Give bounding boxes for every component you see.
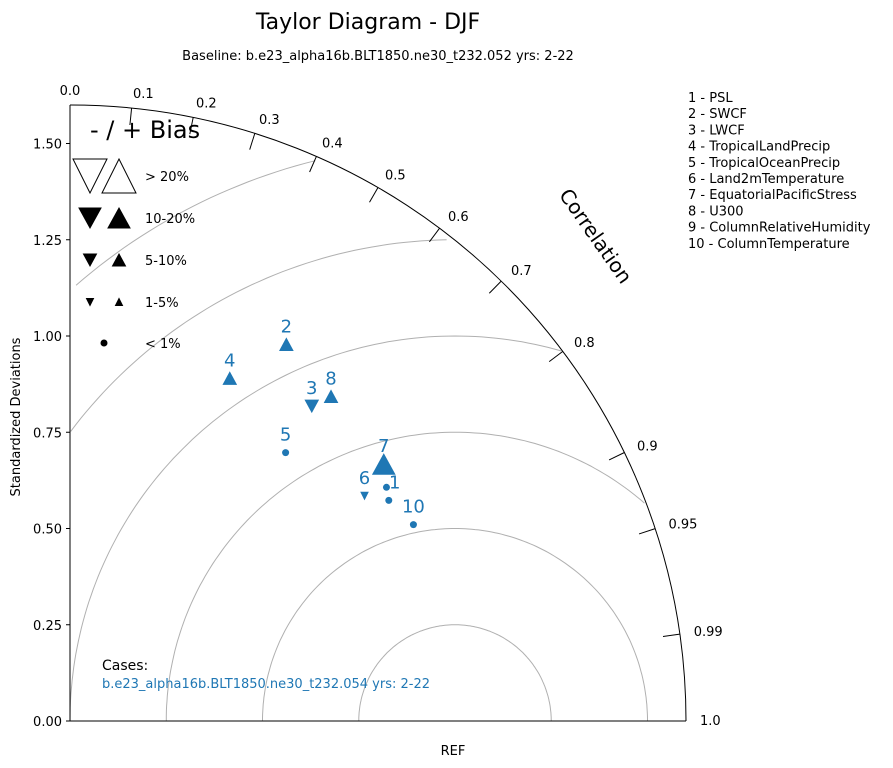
std-tick-label: 0.25	[33, 619, 62, 634]
variable-legend-item: 3 - LWCF	[688, 123, 745, 138]
legend-bias-label: 5-10%	[145, 254, 187, 269]
std-tick-label: 1.50	[33, 138, 62, 153]
corr-tick	[488, 280, 502, 294]
legend-down-triangle-icon	[78, 207, 102, 230]
corr-tick-label: 0.5	[385, 168, 406, 183]
outer-arc	[69, 104, 687, 722]
corr-tick-label: 0.7	[511, 264, 532, 279]
corr-tick-label: 0.9	[637, 439, 658, 454]
y-axis-label: Standardized Deviations	[9, 337, 24, 496]
variable-legend-item: 10 - ColumnTemperature	[688, 237, 850, 252]
corr-tick-label: 0.8	[574, 336, 595, 351]
rms-arc	[75, 160, 316, 286]
corr-tick	[608, 452, 625, 461]
point-5-marker	[282, 449, 290, 457]
variable-legend-item: 6 - Land2mTemperature	[688, 172, 844, 187]
point-2-label: 2	[281, 316, 292, 337]
point-6-label: 6	[359, 468, 370, 489]
std-tick-label: 1.00	[33, 330, 62, 345]
corr-tick-label: 0.3	[259, 113, 280, 128]
corr-tick	[548, 350, 564, 363]
rms-arc	[70, 239, 447, 432]
variable-legend-item: 1 - PSL	[688, 91, 733, 106]
point-4-label: 4	[224, 350, 235, 371]
corr-tick-label: 0.6	[448, 210, 469, 225]
rms-arcs	[69, 160, 648, 722]
point-3-label: 3	[306, 378, 317, 399]
corr-tick-label: 1.0	[700, 714, 721, 729]
corr-tick-label: 0.95	[669, 517, 698, 532]
point-6-marker	[360, 491, 369, 501]
variable-legend-item: 2 - SWCF	[688, 107, 747, 122]
legend-up-triangle-icon	[111, 252, 127, 267]
corr-tick	[369, 187, 379, 203]
point-8-marker	[323, 389, 339, 403]
data-points: 1 2 3 4 5 67 8 10	[222, 316, 425, 529]
legend-bias-label: 10-20%	[145, 212, 195, 227]
legend-up-triangle-icon	[114, 297, 124, 306]
x-axis-label: REF	[441, 744, 466, 759]
rms-arc	[165, 431, 645, 721]
point-3-marker	[304, 399, 320, 414]
point-1-label: 1	[389, 472, 400, 493]
corr-tick	[129, 108, 133, 126]
corr-tick	[638, 528, 656, 535]
corr-tick-label: 0.0	[60, 84, 81, 99]
axes	[69, 104, 687, 722]
legend-bias-label: < 1%	[145, 337, 181, 352]
point-2-marker	[279, 337, 294, 351]
variable-legend-item: 8 - U300	[688, 204, 744, 219]
correlation-ticks: 0.0 0.1 0.2 0.3 0.4 0.5 0.6 0.7 0.8 0.9 0.95 0.99 1.…	[60, 84, 723, 729]
point-9-marker	[382, 483, 390, 491]
std-tick-label: 0.00	[33, 715, 62, 730]
legend-up-triangle-icon	[107, 206, 131, 229]
legend-up-triangle-icon	[101, 157, 137, 194]
case-item: b.e23_alpha16b.BLT1850.ne30_t232.054 yrs…	[102, 677, 430, 692]
std-tick-label: 1.25	[33, 234, 62, 249]
corr-tick	[189, 117, 194, 135]
cases-heading: Cases:	[102, 658, 148, 674]
corr-tick	[662, 633, 680, 637]
corr-tick-label: 0.99	[694, 625, 723, 640]
bias-legend: - / + Bias > 20% 10-20% 5-10% 1-5% < 1%	[72, 116, 200, 352]
legend-bias-label: 1-5%	[145, 296, 179, 311]
chart-title: Taylor Diagram - DJF	[255, 10, 480, 35]
variable-legend-item: 7 - EquatorialPacificStress	[688, 188, 857, 203]
point-8-label: 8	[325, 368, 336, 389]
legend-down-triangle-icon	[85, 298, 95, 307]
rms-arc	[69, 335, 562, 722]
corr-tick-label: 0.4	[322, 137, 343, 152]
point-4-marker	[222, 371, 238, 385]
std-tick-label: 0.50	[33, 523, 62, 538]
point-10-marker	[409, 521, 417, 529]
corr-tick-label: 0.1	[133, 87, 154, 102]
correlation-label: Correlation	[554, 184, 637, 288]
std-tick-label: 0.75	[33, 426, 62, 441]
rms-arc	[358, 624, 552, 722]
corr-tick-label: 0.2	[196, 97, 217, 112]
legend-down-triangle-icon	[72, 158, 108, 195]
legend-dot-icon	[100, 339, 108, 347]
variable-legend-item: 5 - TropicalOceanPrecip	[688, 156, 840, 171]
bias-legend-title: - / + Bias	[90, 116, 200, 144]
corr-tick	[309, 156, 317, 173]
point-7-marker	[371, 453, 396, 475]
legend-down-triangle-icon	[82, 253, 98, 268]
point-5-label: 5	[280, 425, 291, 446]
chart-subtitle: Baseline: b.e23_alpha16b.BLT1850.ne30_t2…	[182, 49, 574, 64]
std-axis-ticks: 0.00 0.25 0.50 0.75 1.00 1.25 1.50	[33, 138, 70, 730]
variable-legend-item: 4 - TropicalLandPrecip	[688, 140, 830, 155]
point-1-marker	[385, 496, 393, 504]
corr-tick	[249, 133, 256, 150]
corr-tick	[428, 227, 441, 243]
point-10-label: 10	[402, 497, 425, 518]
legend-bias-label: > 20%	[145, 170, 189, 185]
point-7-label: 7	[378, 436, 389, 457]
rms-arc	[262, 528, 648, 721]
variable-legend-item: 9 - ColumnRelativeHumidity	[688, 221, 871, 236]
